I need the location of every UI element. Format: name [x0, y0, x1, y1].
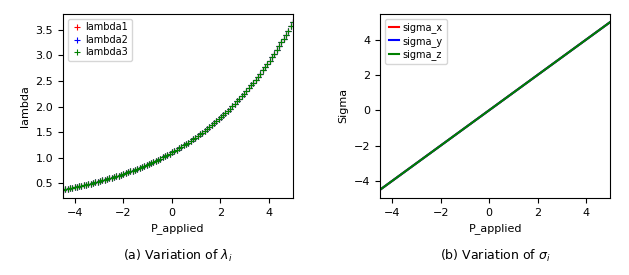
sigma_x	[587, 34, 595, 37]
X-axis label: P_applied: P_applied	[151, 223, 204, 234]
Legend: lambda1, lambda2, lambda3: lambda1, lambda2, lambda3	[68, 19, 132, 61]
Text: (a) Variation of $\lambda_i$: (a) Variation of $\lambda_i$	[123, 248, 233, 264]
Line: sigma_x: sigma_x	[380, 22, 610, 190]
sigma_z	[376, 188, 384, 191]
sigma_x	[495, 102, 503, 105]
sigma_x	[430, 149, 437, 152]
sigma_x	[513, 88, 521, 92]
lambda2	[277, 41, 285, 44]
sigma_y	[495, 102, 503, 105]
lambda2	[270, 52, 278, 55]
lambda2	[103, 177, 111, 181]
lambda1	[270, 52, 278, 55]
Line: lambda1: lambda1	[60, 19, 296, 192]
lambda3	[113, 175, 120, 178]
sigma_z	[421, 156, 428, 159]
X-axis label: P_applied: P_applied	[469, 223, 522, 234]
sigma_z	[513, 88, 521, 92]
Line: sigma_y: sigma_y	[380, 22, 610, 190]
sigma_y	[595, 29, 603, 32]
lambda2	[177, 145, 185, 149]
sigma_y	[606, 20, 614, 24]
lambda1	[289, 20, 297, 24]
lambda3	[59, 188, 67, 191]
lambda2	[59, 188, 67, 191]
lambda2	[113, 175, 120, 178]
sigma_y	[513, 88, 521, 92]
lambda2	[196, 133, 204, 136]
lambda1	[277, 41, 285, 44]
Line: sigma_z: sigma_z	[380, 22, 610, 190]
sigma_x	[376, 188, 384, 191]
lambda3	[270, 52, 278, 55]
sigma_y	[421, 156, 428, 159]
sigma_y	[430, 149, 437, 152]
sigma_y	[376, 188, 384, 191]
sigma_z	[430, 149, 437, 152]
lambda1	[59, 188, 67, 191]
sigma_z	[495, 102, 503, 105]
lambda3	[289, 20, 297, 24]
lambda1	[177, 145, 185, 149]
sigma_z	[587, 34, 595, 37]
sigma_x	[595, 29, 603, 32]
lambda1	[196, 133, 204, 136]
Text: (b) Variation of $\sigma_i$: (b) Variation of $\sigma_i$	[440, 248, 550, 264]
lambda3	[177, 145, 185, 149]
sigma_y	[587, 34, 595, 37]
Legend: sigma_x, sigma_y, sigma_z: sigma_x, sigma_y, sigma_z	[385, 19, 447, 64]
lambda3	[196, 133, 204, 136]
lambda3	[103, 177, 111, 181]
sigma_x	[421, 156, 428, 159]
lambda3	[277, 41, 285, 44]
Y-axis label: lambda: lambda	[20, 85, 30, 127]
Line: lambda2: lambda2	[60, 19, 296, 192]
lambda2	[289, 20, 297, 24]
lambda1	[113, 175, 120, 178]
lambda1	[103, 177, 111, 181]
sigma_z	[606, 20, 614, 24]
sigma_x	[606, 20, 614, 24]
Line: lambda3: lambda3	[60, 19, 296, 192]
sigma_z	[595, 29, 603, 32]
Y-axis label: Sigma: Sigma	[338, 88, 348, 123]
